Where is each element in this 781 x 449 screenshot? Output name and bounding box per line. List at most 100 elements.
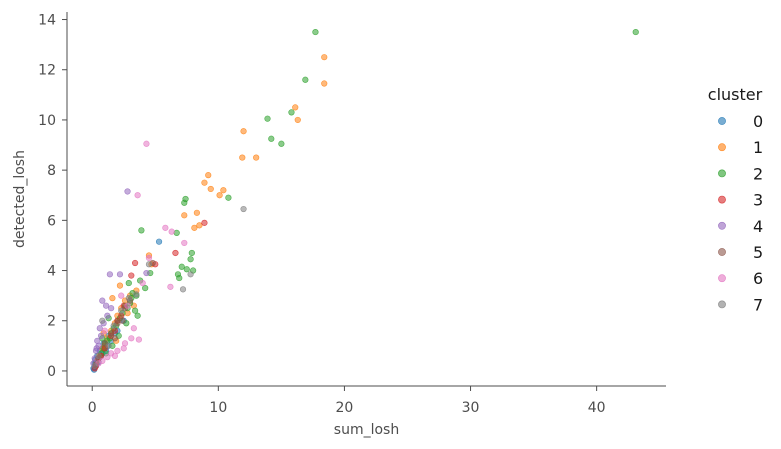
point-cluster-6 — [167, 283, 174, 290]
legend-label-1: 1 — [753, 138, 763, 157]
point-cluster-2 — [176, 274, 183, 282]
legend-marker-6 — [718, 274, 726, 283]
legend: cluster 0 1 2 3 4 5 6 7 — [708, 85, 763, 314]
point-cluster-1 — [294, 116, 301, 124]
point-cluster-2 — [134, 312, 141, 319]
point-cluster-1 — [292, 104, 299, 111]
point-cluster-7 — [99, 317, 106, 324]
point-cluster-6 — [162, 224, 169, 231]
point-cluster-6 — [111, 352, 119, 359]
point-cluster-2 — [188, 249, 195, 257]
point-cluster-7 — [187, 271, 194, 278]
axes: 0 10 20 30 40 0 2 4 6 8 10 12 14 — [38, 12, 666, 416]
point-cluster-6 — [181, 239, 188, 247]
legend-label-5: 5 — [753, 243, 763, 262]
legend-marker-4 — [718, 221, 726, 230]
point-cluster-6 — [124, 302, 131, 309]
x-tick-label: 20 — [336, 400, 354, 416]
legend-label-6: 6 — [753, 269, 763, 288]
point-cluster-6 — [128, 335, 135, 342]
point-cluster-1 — [116, 282, 124, 289]
point-cluster-7 — [133, 291, 140, 298]
point-cluster-2 — [173, 229, 180, 236]
point-cluster-1 — [205, 172, 212, 179]
point-cluster-2 — [138, 227, 145, 234]
point-cluster-4 — [143, 269, 150, 277]
point-cluster-6 — [130, 325, 137, 332]
y-tick-label: 10 — [38, 113, 56, 129]
point-cluster-2 — [278, 140, 285, 147]
legend-label-4: 4 — [753, 217, 763, 236]
x-tick-label: 30 — [462, 400, 480, 416]
point-cluster-2 — [187, 256, 194, 263]
point-cluster-1 — [321, 80, 328, 87]
y-tick-label: 2 — [47, 314, 56, 330]
legend-title: cluster — [708, 85, 763, 104]
point-cluster-2 — [225, 194, 232, 201]
point-cluster-2 — [131, 307, 139, 314]
point-cluster-1 — [239, 154, 246, 161]
y-tick-label: 12 — [38, 63, 56, 79]
point-cluster-4 — [104, 312, 111, 319]
x-tick-label: 10 — [209, 400, 227, 416]
point-cluster-4 — [124, 188, 131, 195]
point-cluster-4 — [116, 271, 124, 278]
point-cluster-4 — [99, 297, 106, 304]
point-cluster-4 — [97, 332, 105, 339]
point-cluster-2 — [178, 263, 185, 270]
point-cluster-6 — [118, 292, 125, 299]
legend-marker-3 — [718, 195, 726, 204]
point-cluster-1 — [240, 128, 247, 135]
legend-marker-5 — [718, 248, 726, 256]
point-cluster-2 — [268, 135, 275, 142]
point-cluster-4 — [102, 302, 110, 309]
y-tick-label: 14 — [38, 13, 56, 29]
point-cluster-3 — [201, 219, 208, 226]
point-cluster-1 — [181, 212, 188, 219]
point-cluster-1 — [191, 224, 198, 231]
x-tick-label: 40 — [588, 400, 606, 416]
y-tick-label: 0 — [47, 364, 56, 380]
point-cluster-5 — [108, 330, 115, 337]
point-cluster-6 — [101, 327, 108, 334]
x-ticks: 0 10 20 30 40 — [88, 386, 606, 416]
scatter-points — [90, 28, 639, 373]
point-cluster-4 — [108, 305, 115, 312]
point-cluster-1 — [220, 187, 227, 194]
point-cluster-3 — [172, 249, 179, 257]
point-cluster-7 — [105, 342, 112, 349]
point-cluster-6 — [143, 140, 150, 147]
point-cluster-7 — [110, 322, 117, 329]
legend-label-0: 0 — [753, 112, 763, 131]
point-cluster-1 — [207, 185, 214, 193]
point-cluster-4 — [94, 337, 101, 344]
point-cluster-2 — [264, 115, 271, 122]
point-cluster-3 — [128, 272, 135, 279]
x-axis-label: sum_losh — [334, 422, 399, 438]
y-axis-label: detected_losh — [12, 150, 28, 248]
point-cluster-6 — [145, 254, 153, 262]
point-cluster-6 — [114, 347, 121, 354]
point-cluster-6 — [134, 192, 141, 199]
point-cluster-6 — [139, 279, 146, 287]
legend-marker-2 — [718, 169, 726, 178]
point-cluster-2 — [182, 195, 189, 203]
point-cluster-1 — [193, 209, 200, 216]
point-cluster-2 — [312, 28, 319, 36]
x-tick-label: 0 — [88, 400, 97, 416]
point-cluster-7 — [95, 352, 102, 359]
point-cluster-0 — [155, 238, 163, 245]
y-tick-label: 6 — [47, 213, 56, 229]
point-cluster-7 — [118, 307, 125, 314]
point-cluster-4 — [96, 325, 103, 332]
point-cluster-4 — [106, 271, 113, 278]
point-cluster-6 — [135, 336, 142, 343]
point-cluster-7 — [145, 261, 153, 268]
y-ticks: 0 2 4 6 8 10 12 14 — [38, 13, 67, 380]
point-cluster-1 — [253, 154, 260, 161]
point-cluster-2 — [183, 266, 190, 273]
point-cluster-1 — [201, 179, 208, 186]
point-cluster-2 — [288, 109, 295, 116]
point-cluster-1 — [321, 54, 328, 61]
